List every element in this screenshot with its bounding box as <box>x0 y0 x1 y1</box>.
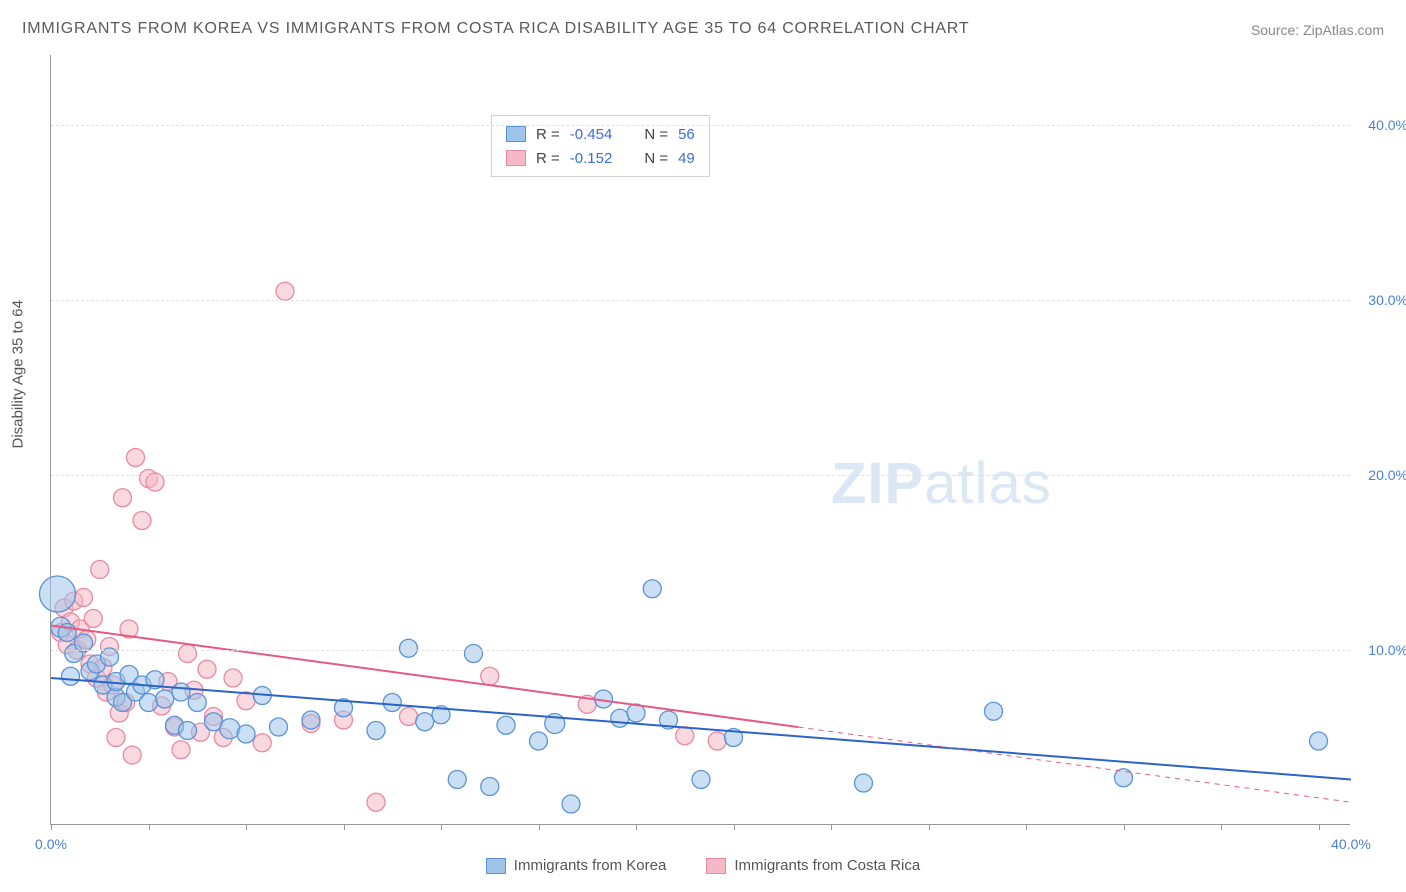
scatter-point <box>1115 769 1133 787</box>
scatter-point <box>497 716 515 734</box>
trend-line-dashed <box>799 727 1352 802</box>
legend-r-label: R = <box>536 126 560 143</box>
bottom-legend-costarica: Immigrants from Costa Rica <box>706 857 920 874</box>
scatter-point <box>133 512 151 530</box>
scatter-point <box>91 561 109 579</box>
scatter-point <box>643 580 661 598</box>
scatter-point <box>127 449 145 467</box>
scatter-point <box>40 576 76 612</box>
legend-row-costarica: R = -0.152 N = 49 <box>506 146 695 170</box>
x-tick-label: 40.0% <box>1331 836 1371 852</box>
legend-r-costarica: -0.152 <box>570 150 613 167</box>
scatter-point <box>562 795 580 813</box>
scatter-point <box>237 725 255 743</box>
swatch-korea <box>486 858 506 874</box>
scatter-point <box>448 771 466 789</box>
bottom-legend-korea-label: Immigrants from Korea <box>514 857 667 874</box>
scatter-point <box>367 793 385 811</box>
scatter-point <box>75 589 93 607</box>
x-tick-label: 0.0% <box>35 836 67 852</box>
scatter-point <box>611 709 629 727</box>
bottom-legend: Immigrants from Korea Immigrants from Co… <box>0 857 1406 874</box>
scatter-point <box>692 771 710 789</box>
y-tick-label: 10.0% <box>1368 642 1406 658</box>
scatter-point <box>84 610 102 628</box>
scatter-point <box>156 690 174 708</box>
bottom-legend-costarica-label: Immigrants from Costa Rica <box>734 857 920 874</box>
plot-area: ZIPatlas R = -0.454 N = 56 R = -0.152 N … <box>50 55 1350 825</box>
source-attribution: Source: ZipAtlas.com <box>1251 22 1384 38</box>
legend-n-costarica: 49 <box>678 150 695 167</box>
scatter-point <box>985 702 1003 720</box>
bottom-legend-korea: Immigrants from Korea <box>486 857 667 874</box>
scatter-point <box>416 713 434 731</box>
scatter-point <box>188 694 206 712</box>
y-tick-label: 30.0% <box>1368 292 1406 308</box>
scatter-point <box>179 645 197 663</box>
scatter-point <box>224 669 242 687</box>
scatter-point <box>676 727 694 745</box>
chart-title: IMMIGRANTS FROM KOREA VS IMMIGRANTS FROM… <box>22 20 969 38</box>
legend-r-korea: -0.454 <box>570 126 613 143</box>
swatch-costarica <box>706 858 726 874</box>
y-axis-label: Disability Age 35 to 64 <box>10 300 27 448</box>
legend-n-label: N = <box>644 126 668 143</box>
swatch-costarica <box>506 150 526 166</box>
scatter-point <box>107 729 125 747</box>
scatter-point <box>276 282 294 300</box>
scatter-point <box>172 741 190 759</box>
scatter-point <box>114 489 132 507</box>
scatter-point <box>400 708 418 726</box>
scatter-point <box>198 660 216 678</box>
scatter-point <box>400 639 418 657</box>
scatter-point <box>465 645 483 663</box>
scatter-point <box>253 734 271 752</box>
scatter-point <box>1310 732 1328 750</box>
scatter-point <box>140 694 158 712</box>
swatch-korea <box>506 126 526 142</box>
scatter-point <box>855 774 873 792</box>
scatter-point <box>481 667 499 685</box>
scatter-point <box>172 683 190 701</box>
scatter-point <box>367 722 385 740</box>
scatter-point <box>383 694 401 712</box>
legend-r-label: R = <box>536 150 560 167</box>
scatter-point <box>270 718 288 736</box>
scatter-point <box>708 732 726 750</box>
y-tick-label: 20.0% <box>1368 467 1406 483</box>
scatter-point <box>481 778 499 796</box>
legend-n-korea: 56 <box>678 126 695 143</box>
scatter-point <box>62 667 80 685</box>
legend-n-label: N = <box>644 150 668 167</box>
scatter-point <box>123 746 141 764</box>
scatter-point <box>530 732 548 750</box>
scatter-point <box>179 722 197 740</box>
scatter-point <box>302 711 320 729</box>
y-tick-label: 40.0% <box>1368 117 1406 133</box>
